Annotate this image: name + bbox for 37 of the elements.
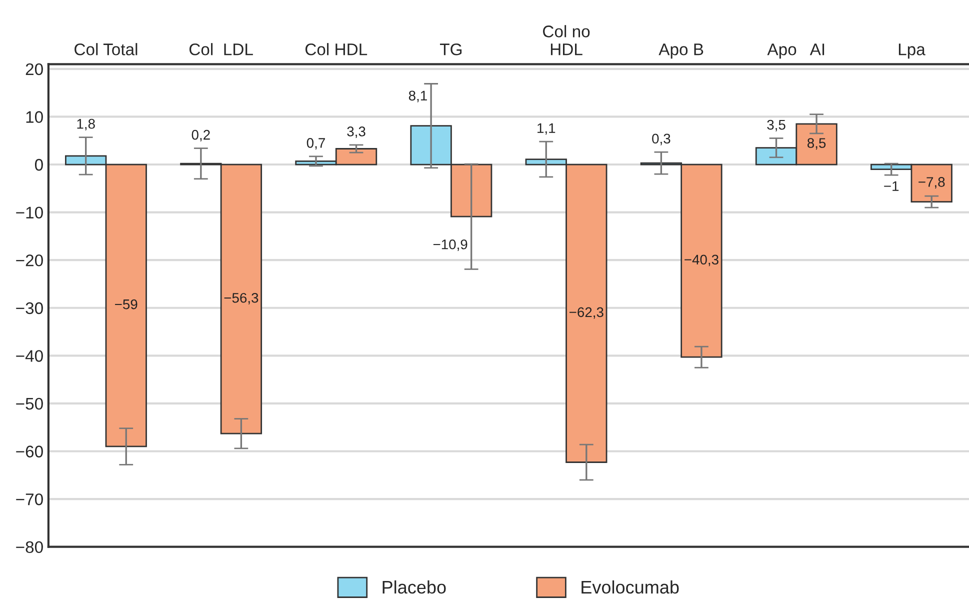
data-label: −56,3 xyxy=(224,292,258,304)
data-label: −40,3 xyxy=(684,254,718,266)
y-tick-label: −20 xyxy=(16,254,43,266)
legend-label: Evolocumab xyxy=(582,580,679,594)
data-label: −59 xyxy=(115,299,138,310)
x-tick-label: Col Total xyxy=(74,43,138,56)
x-tick-label: Col HDL xyxy=(305,43,368,56)
y-tick-label: −10 xyxy=(16,206,43,219)
data-label: 1,1 xyxy=(538,123,556,135)
data-label: 0,2 xyxy=(192,130,210,142)
data-label: −1 xyxy=(884,181,899,191)
data-label: −7,8 xyxy=(918,177,945,189)
y-tick-label: −60 xyxy=(16,446,43,458)
y-tick-label: −70 xyxy=(16,493,43,506)
data-label: 3,3 xyxy=(347,126,366,138)
legend-label: Placebo xyxy=(382,580,446,594)
x-tick-label: Lpa xyxy=(898,44,926,59)
y-tick-label: −80 xyxy=(16,541,43,554)
data-label: −62,3 xyxy=(570,307,604,319)
x-tick-label: Apo AI xyxy=(767,44,824,59)
y-tick-label: 0 xyxy=(34,158,43,171)
data-label: 0,3 xyxy=(652,134,670,146)
y-tick-label: 20 xyxy=(26,63,43,76)
y-tick-label: −50 xyxy=(16,398,43,410)
data-label: 1,8 xyxy=(77,118,95,130)
data-label: 8,5 xyxy=(807,138,826,150)
x-tick-label: Col LDL xyxy=(189,43,253,56)
x-tick-label: Col no HDL xyxy=(543,25,590,56)
y-tick-label: −30 xyxy=(16,302,43,314)
data-label: −10,9 xyxy=(433,239,468,251)
y-tick-label: 10 xyxy=(26,111,43,123)
data-label: 3,5 xyxy=(767,120,786,132)
y-tick-label: −40 xyxy=(16,350,43,362)
data-label: 8,1 xyxy=(408,90,427,102)
data-label: 0,7 xyxy=(306,138,325,150)
x-tick-label: Apo B xyxy=(658,44,704,59)
x-tick-label: TG xyxy=(440,44,462,56)
